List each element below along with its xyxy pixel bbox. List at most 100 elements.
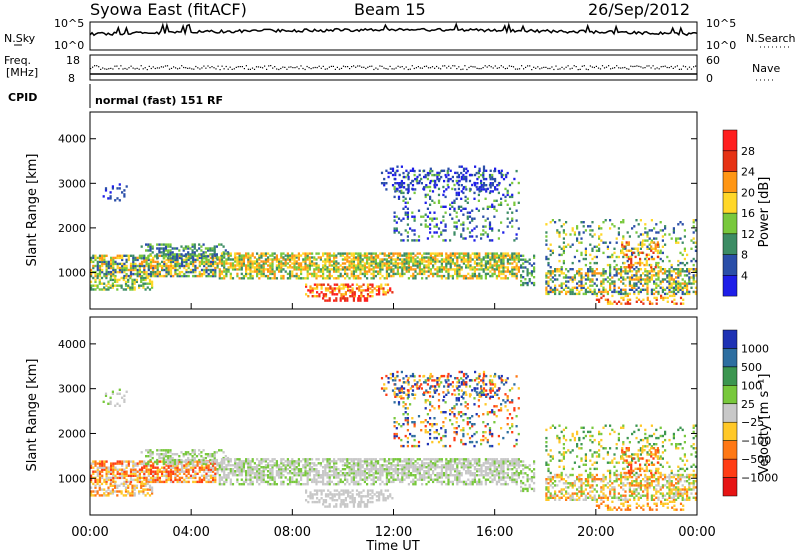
heatmap-cell	[606, 276, 609, 279]
heatmap-cell	[626, 298, 629, 301]
freq-dot	[365, 67, 367, 70]
heatmap-cell	[313, 474, 316, 477]
heatmap-cell	[410, 260, 413, 263]
heatmap-cell	[526, 274, 529, 277]
heatmap-cell	[218, 464, 221, 467]
heatmap-cell	[622, 219, 625, 222]
heatmap-cell	[617, 272, 620, 275]
heatmap-cell	[127, 460, 130, 463]
heatmap-cell	[161, 470, 164, 473]
heatmap-cell	[178, 253, 181, 256]
heatmap-cell	[161, 474, 164, 477]
heatmap-cell	[467, 260, 470, 263]
freq-right-tick-top: 60	[706, 54, 720, 67]
heatmap-cell	[582, 225, 585, 228]
heatmap-cell	[462, 223, 465, 226]
heatmap-cell	[639, 263, 642, 267]
heatmap-cell	[418, 264, 421, 267]
heatmap-cell	[670, 237, 673, 240]
heatmap-cell	[163, 260, 166, 264]
heatmap-cell	[554, 290, 557, 294]
heatmap-cell	[385, 169, 388, 172]
heatmap-cell	[558, 292, 561, 296]
heatmap-cell	[280, 274, 283, 278]
heatmap-cell	[569, 245, 572, 248]
heatmap-cell	[488, 225, 492, 228]
heatmap-cell	[625, 241, 628, 244]
heatmap-cell	[247, 470, 250, 473]
heatmap-cell	[623, 245, 626, 248]
heatmap-cell	[124, 490, 128, 493]
heatmap-cell	[639, 257, 642, 261]
heatmap-cell	[385, 258, 388, 261]
heatmap-cell	[403, 252, 406, 255]
heatmap-cell	[324, 472, 327, 475]
heatmap-cell	[184, 245, 187, 248]
heatmap-cell	[622, 237, 625, 240]
heatmap-cell	[455, 225, 458, 228]
heatmap-cell	[393, 187, 396, 191]
freq-dot	[642, 67, 644, 69]
heatmap-cell	[317, 462, 320, 465]
heatmap-cell	[465, 264, 468, 267]
heatmap-cell	[400, 219, 403, 222]
heatmap-cell	[121, 464, 124, 467]
heatmap-cell	[427, 266, 430, 269]
heatmap-cell	[686, 261, 689, 265]
heatmap-cell	[249, 268, 252, 271]
heatmap-cell	[622, 278, 625, 281]
heatmap-cell	[164, 458, 168, 462]
heatmap-cell	[306, 462, 309, 465]
heatmap-cell	[333, 268, 336, 271]
heatmap-cell	[132, 472, 135, 475]
heatmap-cell	[547, 270, 550, 273]
heatmap-cell	[427, 173, 430, 177]
heatmap-cell	[96, 256, 99, 260]
heatmap-cell	[198, 247, 201, 250]
heatmap-cell	[615, 302, 618, 305]
heatmap-cell	[480, 268, 483, 271]
heatmap-cell	[269, 460, 272, 463]
freq-dot	[545, 66, 547, 68]
heatmap-cell	[220, 470, 224, 473]
heatmap-cell	[105, 476, 108, 480]
heatmap-cell	[482, 175, 485, 179]
heatmap-cell	[524, 281, 527, 285]
heatmap-cell	[652, 241, 655, 244]
heatmap-cell	[121, 268, 124, 272]
heatmap-cell	[423, 252, 426, 255]
freq-dot	[565, 66, 567, 68]
heatmap-cell	[218, 270, 221, 273]
heatmap-cell	[169, 478, 173, 482]
heatmap-cell	[506, 277, 509, 280]
heatmap-cell	[134, 464, 137, 467]
heatmap-cell	[494, 188, 497, 191]
colorbar-tick-label: 24	[741, 166, 755, 179]
heatmap-cell	[347, 287, 350, 290]
heatmap-cell	[414, 274, 417, 278]
y-tick-label: 4000	[58, 133, 86, 146]
heatmap-cell	[280, 252, 283, 255]
heatmap-cell	[468, 231, 472, 234]
heatmap-cell	[96, 480, 99, 484]
heatmap-cell	[154, 274, 157, 278]
heatmap-cell	[611, 253, 614, 257]
freq-dot	[688, 66, 691, 68]
heatmap-cell	[286, 256, 289, 259]
heatmap-cell	[683, 263, 686, 267]
heatmap-cell	[650, 241, 653, 244]
heatmap-cell	[118, 460, 121, 463]
heatmap-cell	[522, 283, 525, 287]
heatmap-cell	[161, 266, 164, 270]
heatmap-cell	[436, 258, 439, 261]
heatmap-cell	[110, 472, 113, 475]
heatmap-cell	[262, 264, 265, 267]
heatmap-cell	[289, 470, 292, 473]
heatmap-cell	[613, 266, 616, 269]
heatmap-cell	[271, 264, 274, 267]
heatmap-cell	[378, 289, 381, 292]
heatmap-cell	[429, 211, 432, 214]
freq-dot	[614, 67, 616, 69]
heatmap-cell	[630, 266, 633, 269]
heatmap-cell	[182, 247, 185, 250]
